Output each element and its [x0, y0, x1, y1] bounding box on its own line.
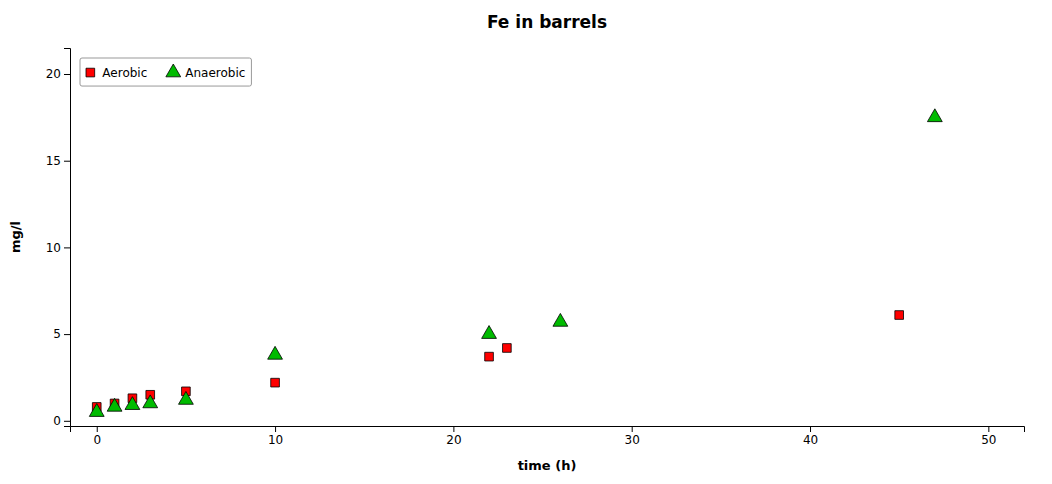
tick-mark: [64, 74, 70, 75]
axis-line: [71, 427, 1025, 433]
point: [927, 109, 942, 122]
tick-mark: [632, 426, 633, 432]
tick: 15: [46, 154, 70, 168]
tick-mark: [64, 247, 70, 248]
tick-mark: [988, 426, 989, 432]
tick: 30: [625, 426, 640, 447]
plot: 0 10 20 30 40 50 0 5 10 15 20 Aerobic Anaerobic: [46, 49, 1025, 447]
legend-item: Aerobic: [86, 66, 147, 80]
tick-mark: [97, 426, 98, 432]
tick: 0: [53, 414, 70, 428]
tick-label: 30: [625, 433, 640, 447]
point: [107, 398, 122, 411]
points: [89, 109, 942, 417]
tick-label: 0: [53, 414, 61, 428]
legend-label: Anaerobic: [185, 66, 245, 80]
point: [143, 395, 158, 408]
tick-label: 5: [53, 327, 61, 341]
point: [271, 378, 280, 387]
legend: Aerobic Anaerobic: [80, 58, 251, 86]
tick-label: 15: [46, 154, 61, 168]
point: [895, 311, 904, 320]
tick-label: 10: [46, 241, 61, 255]
point: [485, 352, 494, 361]
tick-label: 40: [803, 433, 818, 447]
tick: 10: [268, 426, 283, 447]
x-axis-title: time (h): [518, 458, 577, 473]
series: [92, 311, 903, 412]
point: [179, 391, 194, 404]
tick-mark: [810, 426, 811, 432]
tick-mark: [64, 334, 70, 335]
tick-mark: [64, 161, 70, 162]
legend-symbol: [86, 68, 95, 77]
tick-mark: [275, 426, 276, 432]
tick: 5: [53, 327, 70, 341]
tick-label: 0: [93, 433, 101, 447]
point: [482, 326, 497, 339]
legend-frame: [80, 58, 251, 86]
point: [89, 404, 104, 417]
legend-item: Anaerobic: [166, 64, 246, 80]
tick-label: 20: [446, 433, 461, 447]
legend-label: Aerobic: [102, 66, 147, 80]
tick-label: 20: [46, 67, 61, 81]
tick: 40: [803, 426, 818, 447]
y-axis: 0 5 10 15 20: [46, 49, 71, 429]
x-axis: 0 10 20 30 40 50: [71, 426, 1025, 447]
title: Fe in barrels: [487, 12, 607, 32]
point: [553, 313, 568, 326]
series: [89, 109, 942, 417]
tick-mark: [453, 426, 454, 432]
tick: 20: [46, 67, 70, 81]
tick-mark: [64, 421, 70, 422]
tick-label: 10: [268, 433, 283, 447]
y-axis-title: mg/l: [8, 221, 23, 253]
point: [125, 397, 140, 410]
tick: 20: [446, 426, 461, 447]
tick: 50: [981, 426, 996, 447]
axis-line: [64, 49, 71, 427]
point: [503, 344, 512, 353]
chart: 0 10 20 30 40 50 0 5 10 15 20 Aerobic Anaerobic Fe in…: [0, 0, 1052, 484]
legend-symbol: [166, 64, 181, 77]
tick-label: 50: [981, 433, 996, 447]
tick: 0: [93, 426, 101, 447]
point: [268, 346, 283, 359]
tick: 10: [46, 241, 70, 255]
